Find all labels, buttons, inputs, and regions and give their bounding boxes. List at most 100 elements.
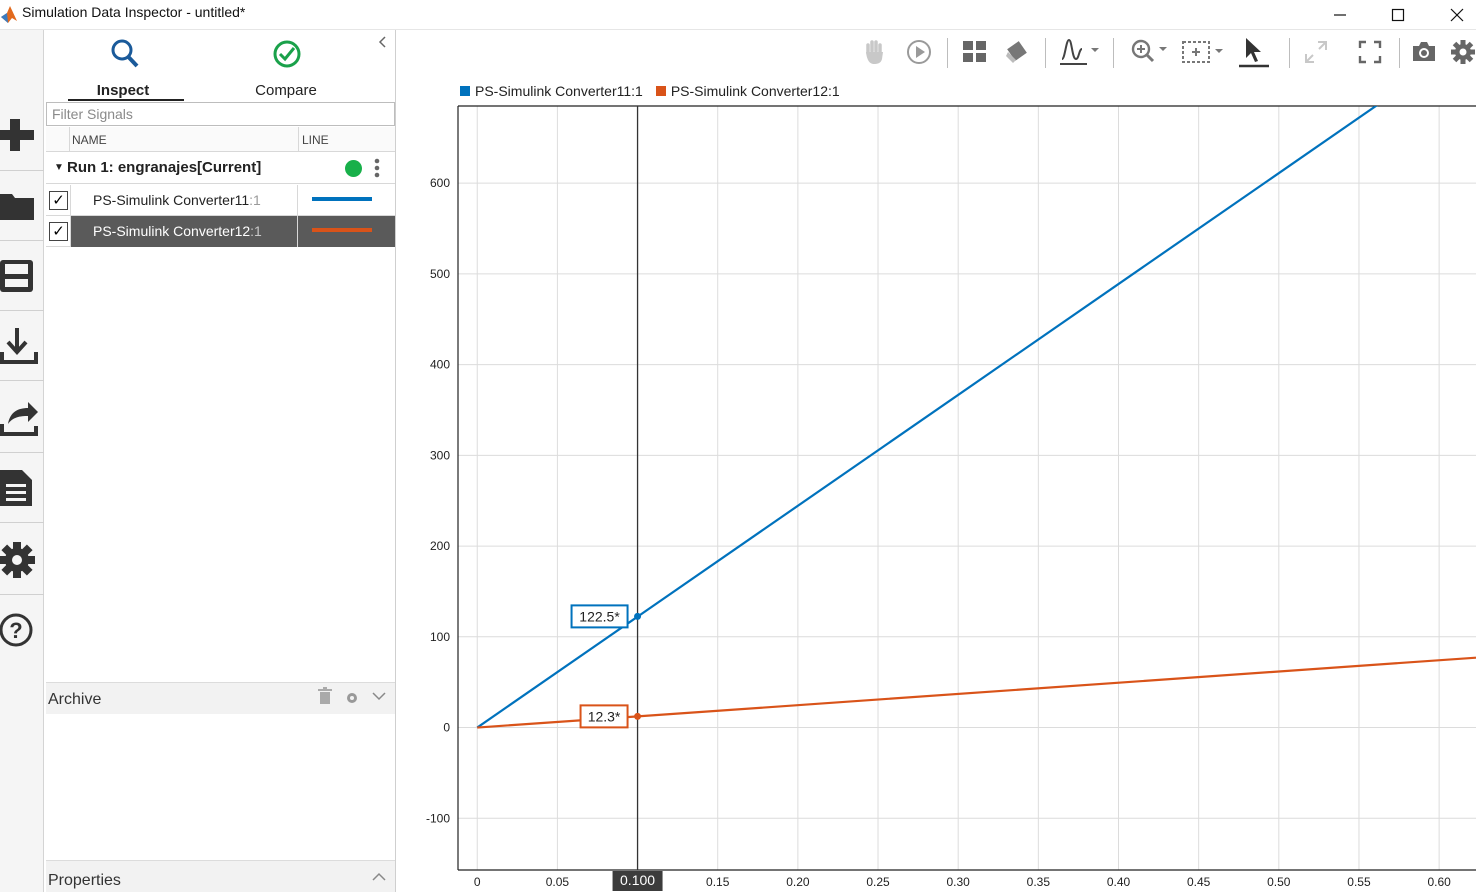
settings-icon (0, 541, 35, 578)
signal-row-converter11[interactable]: ✓ PS-Simulink Converter11:1 (46, 185, 395, 216)
search-icon (111, 39, 139, 68)
help-icon: ? (0, 613, 33, 647)
signal-checkbox[interactable]: ✓ (49, 191, 68, 210)
x-tick-label: 0.40 (1107, 875, 1131, 889)
expand-icon (1305, 41, 1327, 63)
plot-area[interactable] (458, 106, 1476, 870)
run-status-icon (345, 160, 362, 177)
properties-label: Properties (48, 872, 121, 889)
trash-icon[interactable] (318, 687, 332, 705)
x-tick-label: 0.20 (786, 875, 810, 889)
tab-inspect[interactable]: Inspect (62, 36, 184, 101)
run-label: Run 1: engranajes[Current] (67, 159, 262, 176)
cursor-value-badge (612, 871, 663, 891)
layout-icon (963, 41, 986, 62)
line-style-swatch[interactable] (312, 228, 372, 232)
check-circle-icon (273, 40, 301, 68)
cursor-value-box (579, 704, 629, 729)
maximize-button[interactable] (1369, 0, 1427, 30)
run-row[interactable]: ▼ Run 1: engranajes[Current] (46, 152, 395, 184)
plot-toolbar (397, 30, 1476, 76)
archive-label: Archive (48, 691, 102, 708)
open-icon (0, 193, 34, 220)
pan-button[interactable] (863, 36, 887, 68)
report-button[interactable] (0, 453, 44, 523)
y-tick-label: 100 (430, 630, 450, 644)
column-line[interactable]: LINE (298, 127, 329, 152)
save-button[interactable] (0, 241, 44, 311)
legend-swatch (460, 86, 470, 96)
archive-settings-icon[interactable] (345, 691, 359, 705)
snapshot-icon (1413, 42, 1435, 61)
signal-row-converter12[interactable]: ✓ PS-Simulink Converter12:1 (46, 216, 395, 247)
line-style-swatch[interactable] (312, 197, 372, 201)
cursor-value-text: 12.3* (588, 708, 621, 724)
signal-style-icon (1060, 38, 1099, 65)
close-button[interactable] (1428, 0, 1476, 30)
maximize-icon (1391, 8, 1405, 22)
signal-checkbox[interactable]: ✓ (49, 222, 68, 241)
signal-name: PS-Simulink Converter11:1 (93, 192, 261, 208)
fullscreen-icon (1358, 40, 1382, 64)
snapshot-button[interactable] (1411, 36, 1437, 68)
signal-table-header: NAME LINE (46, 127, 395, 152)
replay-button[interactable] (905, 36, 933, 68)
fullscreen-button[interactable] (1357, 36, 1383, 68)
properties-section[interactable]: Properties (46, 860, 395, 892)
clear-button[interactable] (1003, 36, 1029, 68)
new-button[interactable] (0, 99, 44, 171)
signal-plot[interactable]: -100 0 100 200 300 400 500 600 0 0.05 0.15 0.20 0.25… (397, 100, 1476, 892)
plot-settings-button[interactable] (1450, 36, 1476, 68)
legend-item[interactable]: PS-Simulink Converter11:1 (460, 83, 643, 99)
collapse-panel-icon[interactable] (378, 36, 388, 48)
active-tab-indicator (68, 99, 184, 101)
replay-icon (907, 40, 931, 64)
layout-button[interactable] (962, 36, 988, 68)
expand-button[interactable] (1303, 36, 1329, 68)
legend-swatch (655, 86, 666, 96)
legend-item[interactable]: PS-Simulink Converter12:1 (655, 83, 840, 99)
tab-compare[interactable]: Compare (225, 36, 347, 100)
x-tick-label: 0.55 (1347, 875, 1371, 889)
cursor-value-text: 122.5* (579, 608, 620, 624)
x-tick-label: 0.45 (1187, 875, 1211, 889)
y-tick-label: 300 (430, 448, 450, 462)
cursor-marker (634, 712, 642, 720)
import-button[interactable] (0, 311, 44, 381)
chevron-up-icon[interactable] (372, 872, 386, 882)
chevron-down-icon[interactable] (372, 691, 386, 701)
matlab-logo-icon (1, 6, 17, 23)
x-tick-label: 0.35 (1027, 875, 1051, 889)
more-options-icon[interactable] (372, 157, 382, 179)
x-tick-label: 0 (474, 875, 481, 889)
minimize-icon (1334, 14, 1346, 16)
help-button[interactable]: ? (0, 595, 44, 665)
open-button[interactable] (0, 171, 44, 241)
minimize-button[interactable] (1311, 0, 1369, 30)
expand-caret-icon[interactable]: ▼ (54, 162, 64, 173)
column-name[interactable]: NAME (72, 133, 107, 147)
plot-legend: PS-Simulink Converter11:1 PS-Simulink Co… (460, 82, 853, 100)
settings-button[interactable] (0, 525, 44, 595)
pan-icon (866, 40, 883, 64)
y-tick-label: -100 (426, 811, 450, 825)
import-icon (0, 327, 38, 364)
signal-style-button[interactable] (1059, 36, 1103, 68)
cursor-button[interactable] (1237, 36, 1271, 68)
close-icon (1450, 8, 1464, 22)
y-tick-label: 500 (430, 267, 450, 281)
y-tick-label: 600 (430, 176, 450, 190)
zoom-button[interactable] (1130, 36, 1170, 68)
tab-inspect-label: Inspect (96, 82, 150, 99)
archive-section[interactable]: Archive (46, 682, 395, 714)
filter-signals-input[interactable] (46, 102, 395, 126)
fit-button[interactable] (1181, 36, 1227, 68)
export-button[interactable] (0, 383, 44, 453)
y-tick-label: 200 (430, 539, 450, 553)
clear-icon (1006, 41, 1027, 63)
x-tick-label: 0.25 (866, 875, 890, 889)
left-toolbar: ? (0, 30, 44, 892)
y-tick-label: 400 (430, 358, 450, 372)
x-tick-label: 0.50 (1267, 875, 1291, 889)
